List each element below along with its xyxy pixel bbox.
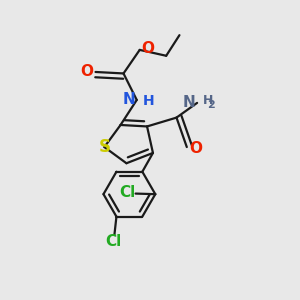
Text: O: O	[141, 41, 154, 56]
Text: H: H	[142, 94, 154, 108]
Text: Cl: Cl	[105, 234, 122, 249]
Text: Cl: Cl	[119, 185, 136, 200]
Text: 2: 2	[207, 100, 214, 110]
Text: H: H	[202, 94, 213, 107]
Text: N: N	[183, 95, 196, 110]
Text: N: N	[122, 92, 135, 107]
Text: O: O	[80, 64, 93, 80]
Text: S: S	[98, 138, 110, 156]
Text: O: O	[190, 141, 203, 156]
